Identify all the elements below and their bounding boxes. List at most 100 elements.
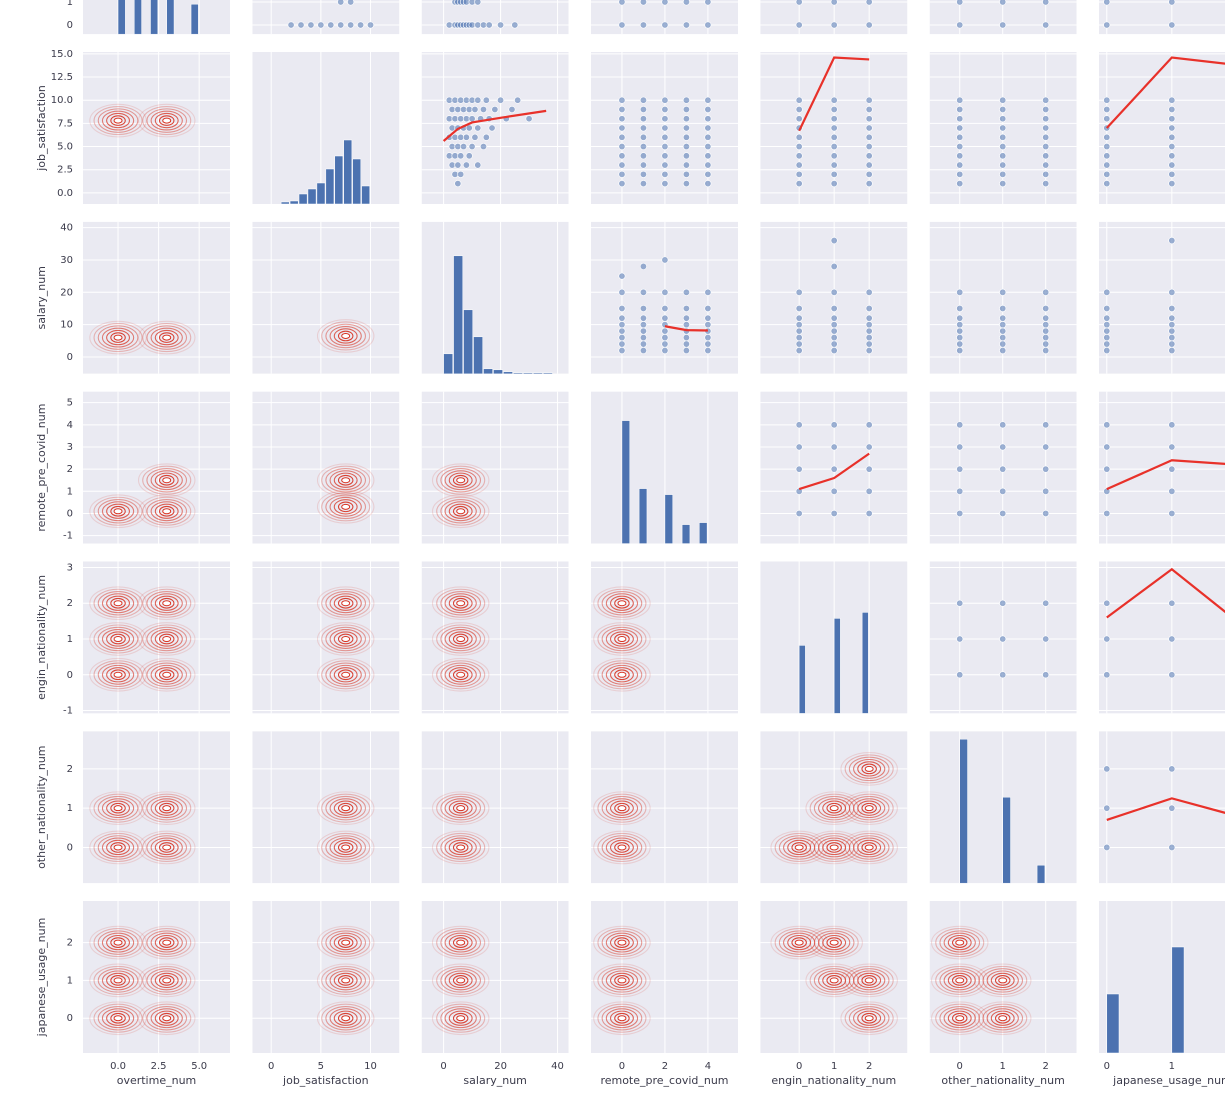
kde-contour [605, 798, 639, 819]
scatter-point [999, 327, 1007, 335]
scatter-point [682, 115, 690, 123]
kde-contour [844, 1003, 894, 1033]
kde-contour [822, 934, 847, 951]
x-axis-label: overtime_num [117, 1074, 197, 1087]
scatter-point [795, 96, 803, 104]
kde-contour [333, 972, 358, 989]
kde-contour [137, 830, 196, 865]
scatter-point [830, 161, 838, 169]
kde-contour [939, 930, 981, 955]
scatter-point [956, 443, 964, 451]
scatter-point [795, 314, 803, 322]
kde-contour [325, 467, 367, 493]
scatter-point [956, 21, 964, 29]
panel [252, 52, 400, 204]
kde-contour [452, 669, 469, 681]
scatter-point [1042, 340, 1050, 348]
y-tick-label: 3 [67, 562, 73, 573]
kde-contour [316, 657, 375, 692]
scatter-point [639, 133, 647, 141]
kde-contour [329, 470, 362, 491]
y-tick-label: -1 [63, 531, 73, 542]
scatter-point [795, 421, 803, 429]
kde-contour [605, 1008, 639, 1029]
kde-contour [93, 323, 143, 353]
kde-contour [142, 965, 192, 995]
kde-contour [593, 622, 651, 656]
scatter-point [1103, 421, 1111, 429]
y-tick-label: 1 [67, 0, 73, 8]
kde-contour [106, 934, 130, 951]
kde-contour [89, 586, 147, 621]
kde-contour [158, 474, 175, 486]
panel-background [421, 391, 569, 544]
kde-contour [89, 830, 147, 865]
x-axis-label: salary_num [463, 1074, 526, 1087]
scatter-point [462, 0, 470, 6]
x-tick-label: 0.0 [110, 1061, 126, 1072]
kde-contour [440, 467, 482, 493]
kde-contour [142, 832, 192, 863]
scatter-point [618, 105, 626, 113]
kde-contour [333, 328, 358, 344]
scatter-point [704, 314, 712, 322]
kde-peak [617, 671, 627, 678]
histogram-bar [117, 0, 126, 35]
kde-contour [137, 103, 196, 138]
kde-contour [93, 588, 143, 618]
kde-contour [436, 832, 486, 863]
scatter-point [1168, 765, 1176, 773]
scatter-point [704, 288, 712, 296]
kde-contour [329, 932, 362, 953]
scatter-point [682, 161, 690, 169]
kde-contour [106, 503, 130, 519]
kde-contour [614, 802, 630, 814]
kde-contour [861, 1012, 877, 1024]
kde-contour [97, 968, 139, 993]
kde-contour [158, 975, 175, 986]
scatter-point [704, 304, 712, 312]
scatter-point [661, 314, 669, 322]
y-tick-label: 1 [67, 975, 73, 986]
scatter-point [999, 288, 1007, 296]
kde-contour [146, 499, 188, 524]
kde-contour [444, 932, 477, 953]
kde-contour [848, 835, 890, 860]
kde-contour [106, 800, 130, 816]
scatter-point [865, 340, 873, 348]
kde-contour [137, 320, 196, 355]
kde-contour [93, 793, 143, 823]
scatter-point [471, 133, 479, 141]
fit-line [1106, 797, 1225, 822]
kde-contour [939, 968, 981, 993]
kde-contour [110, 115, 126, 126]
kde-contour [154, 667, 179, 683]
scatter-point [1103, 143, 1111, 151]
kde-contour [818, 932, 851, 953]
histogram-bar [307, 188, 317, 204]
kde-contour [329, 593, 362, 614]
kde-peak [113, 600, 123, 607]
scatter-point [287, 21, 295, 29]
kde-contour [146, 662, 188, 688]
scatter-point [639, 170, 647, 178]
scatter-point [1103, 509, 1111, 517]
scatter-point [1042, 487, 1050, 495]
kde-peak [617, 977, 627, 984]
panel [1098, 731, 1225, 884]
scatter-point [999, 340, 1007, 348]
kde-contour [593, 830, 651, 865]
y-tick-label: 5.0 [57, 142, 73, 153]
kde-contour [431, 494, 490, 529]
scatter-point [618, 327, 626, 335]
panel [1098, 561, 1225, 714]
panel [421, 561, 569, 714]
panel [929, 561, 1077, 714]
kde-contour [994, 1012, 1011, 1024]
scatter-point [1168, 152, 1176, 160]
scatter-point [999, 170, 1007, 178]
panel [421, 731, 569, 884]
scatter-point [482, 133, 490, 141]
kde-peak [113, 636, 123, 643]
kde-contour [444, 798, 477, 819]
